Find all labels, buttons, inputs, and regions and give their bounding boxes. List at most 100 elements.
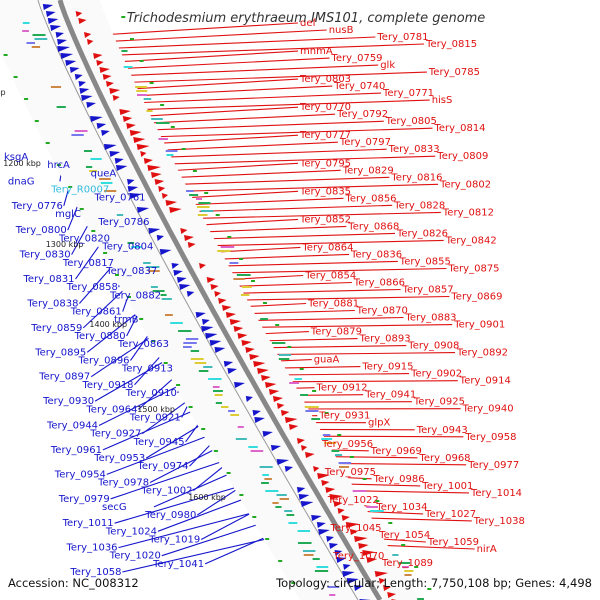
callout-line	[240, 309, 355, 315]
feature-tick	[194, 362, 207, 364]
feature-tick	[143, 98, 152, 100]
gene-label: Tery_0879	[310, 327, 362, 338]
gene-label: Tery_1020	[109, 551, 161, 562]
marker-tick	[151, 340, 156, 342]
feature-tick	[189, 194, 199, 196]
feature-tick	[305, 410, 319, 412]
callout-line	[178, 190, 299, 199]
feature-tick	[22, 22, 30, 24]
gene-label: Tery_0901	[453, 320, 505, 331]
feature-tick	[136, 90, 148, 92]
feature-tick	[148, 270, 160, 272]
reverse-gene-arrow	[209, 340, 222, 346]
gene-label: Tery_0770	[299, 102, 351, 113]
feature-tick	[230, 414, 240, 416]
marker-tick	[227, 236, 232, 238]
reverse-gene-arrow	[57, 46, 71, 52]
marker-tick	[324, 412, 329, 414]
gene-label: Tery_1045	[330, 523, 382, 534]
forward-gene-arrow	[218, 298, 227, 304]
feature-tick	[150, 286, 158, 288]
reverse-gene-arrow	[47, 18, 59, 24]
reverse-gene-arrow	[90, 116, 103, 122]
gene-label: Tery_0940	[462, 404, 514, 415]
marker-tick	[68, 186, 73, 188]
gene-label: Tery_R0007	[50, 185, 109, 196]
callout-line	[117, 64, 379, 77]
gene-label: Tery_0986	[373, 474, 425, 485]
feature-tick	[32, 34, 46, 36]
forward-gene-arrow	[105, 81, 114, 87]
callout-line	[160, 155, 436, 165]
feature-tick	[300, 394, 308, 396]
reverse-gene-arrow	[96, 123, 107, 129]
forward-gene-arrow	[268, 389, 280, 395]
feature-tick	[304, 406, 319, 408]
reverse-gene-arrow	[195, 312, 206, 318]
feature-tick	[200, 210, 214, 212]
feature-tick	[417, 598, 424, 600]
forward-gene-arrow	[187, 242, 196, 248]
gene-label: Tery_0776	[11, 201, 63, 212]
reverse-gene-arrow	[353, 585, 364, 591]
gene-label: Tery_1070	[332, 551, 384, 562]
feature-tick	[311, 418, 321, 420]
gene-label: Tery_0945	[133, 437, 185, 448]
reverse-gene-arrow	[223, 361, 234, 367]
reverse-gene-arrow	[334, 550, 343, 556]
callout-line	[248, 324, 453, 328]
callout-line	[150, 134, 299, 145]
reverse-gene-arrow	[173, 270, 183, 276]
feature-tick	[279, 498, 290, 500]
feature-tick	[221, 406, 229, 408]
forward-gene-arrow	[325, 487, 336, 493]
gene-label: glk	[380, 60, 395, 71]
gene-label: Tery_0805	[385, 116, 437, 127]
feature-tick	[316, 566, 329, 568]
marker-tick	[139, 318, 144, 320]
gene-label: Tery_0809	[436, 151, 488, 162]
gene-label: Tery_0968	[419, 453, 471, 464]
gene-label: Tery_0861	[70, 307, 122, 318]
forward-gene-arrow	[333, 501, 343, 507]
forward-gene-arrow	[129, 130, 142, 136]
gene-label: Tery_0858	[66, 282, 118, 293]
gene-label: Tery_0980	[144, 510, 196, 521]
gene-label: Tery_0868	[347, 221, 399, 232]
feature-tick	[370, 510, 384, 512]
callout-line	[114, 57, 330, 70]
forward-gene-arrow	[313, 466, 320, 472]
callout-line	[120, 71, 427, 84]
feature-tick	[236, 274, 251, 276]
gene-label: Tery_0797	[339, 137, 391, 148]
feature-tick	[183, 342, 197, 344]
marker-tick	[115, 274, 119, 276]
gene-label: Tery_0820	[58, 233, 110, 244]
reverse-gene-arrow	[201, 319, 210, 325]
gene-label: Tery_0826	[396, 228, 448, 239]
feature-tick	[161, 298, 172, 300]
gene-label: Tery_0815	[425, 39, 477, 50]
gene-label: Tery_0913	[121, 364, 173, 375]
marker-tick	[427, 588, 432, 590]
feature-tick	[178, 330, 192, 332]
callout-line	[225, 281, 352, 288]
marker-tick	[201, 428, 206, 430]
callout-line	[278, 380, 458, 383]
callout-line	[147, 127, 433, 138]
feature-tick	[100, 182, 113, 184]
feature-tick	[228, 410, 236, 412]
forward-gene-arrow	[383, 585, 392, 591]
feature-tick	[190, 350, 200, 352]
marker-tick	[337, 434, 342, 436]
marker-tick	[170, 126, 175, 128]
callout-line	[263, 352, 456, 356]
feature-tick	[220, 246, 235, 248]
marker-tick	[130, 38, 134, 40]
marker-tick	[213, 450, 218, 452]
feature-tick	[165, 150, 178, 152]
reverse-gene-arrow	[114, 158, 124, 164]
reverse-gene-arrow	[74, 74, 83, 80]
forward-gene-arrow	[109, 88, 121, 94]
gene-label: Tery_0895	[34, 347, 86, 358]
